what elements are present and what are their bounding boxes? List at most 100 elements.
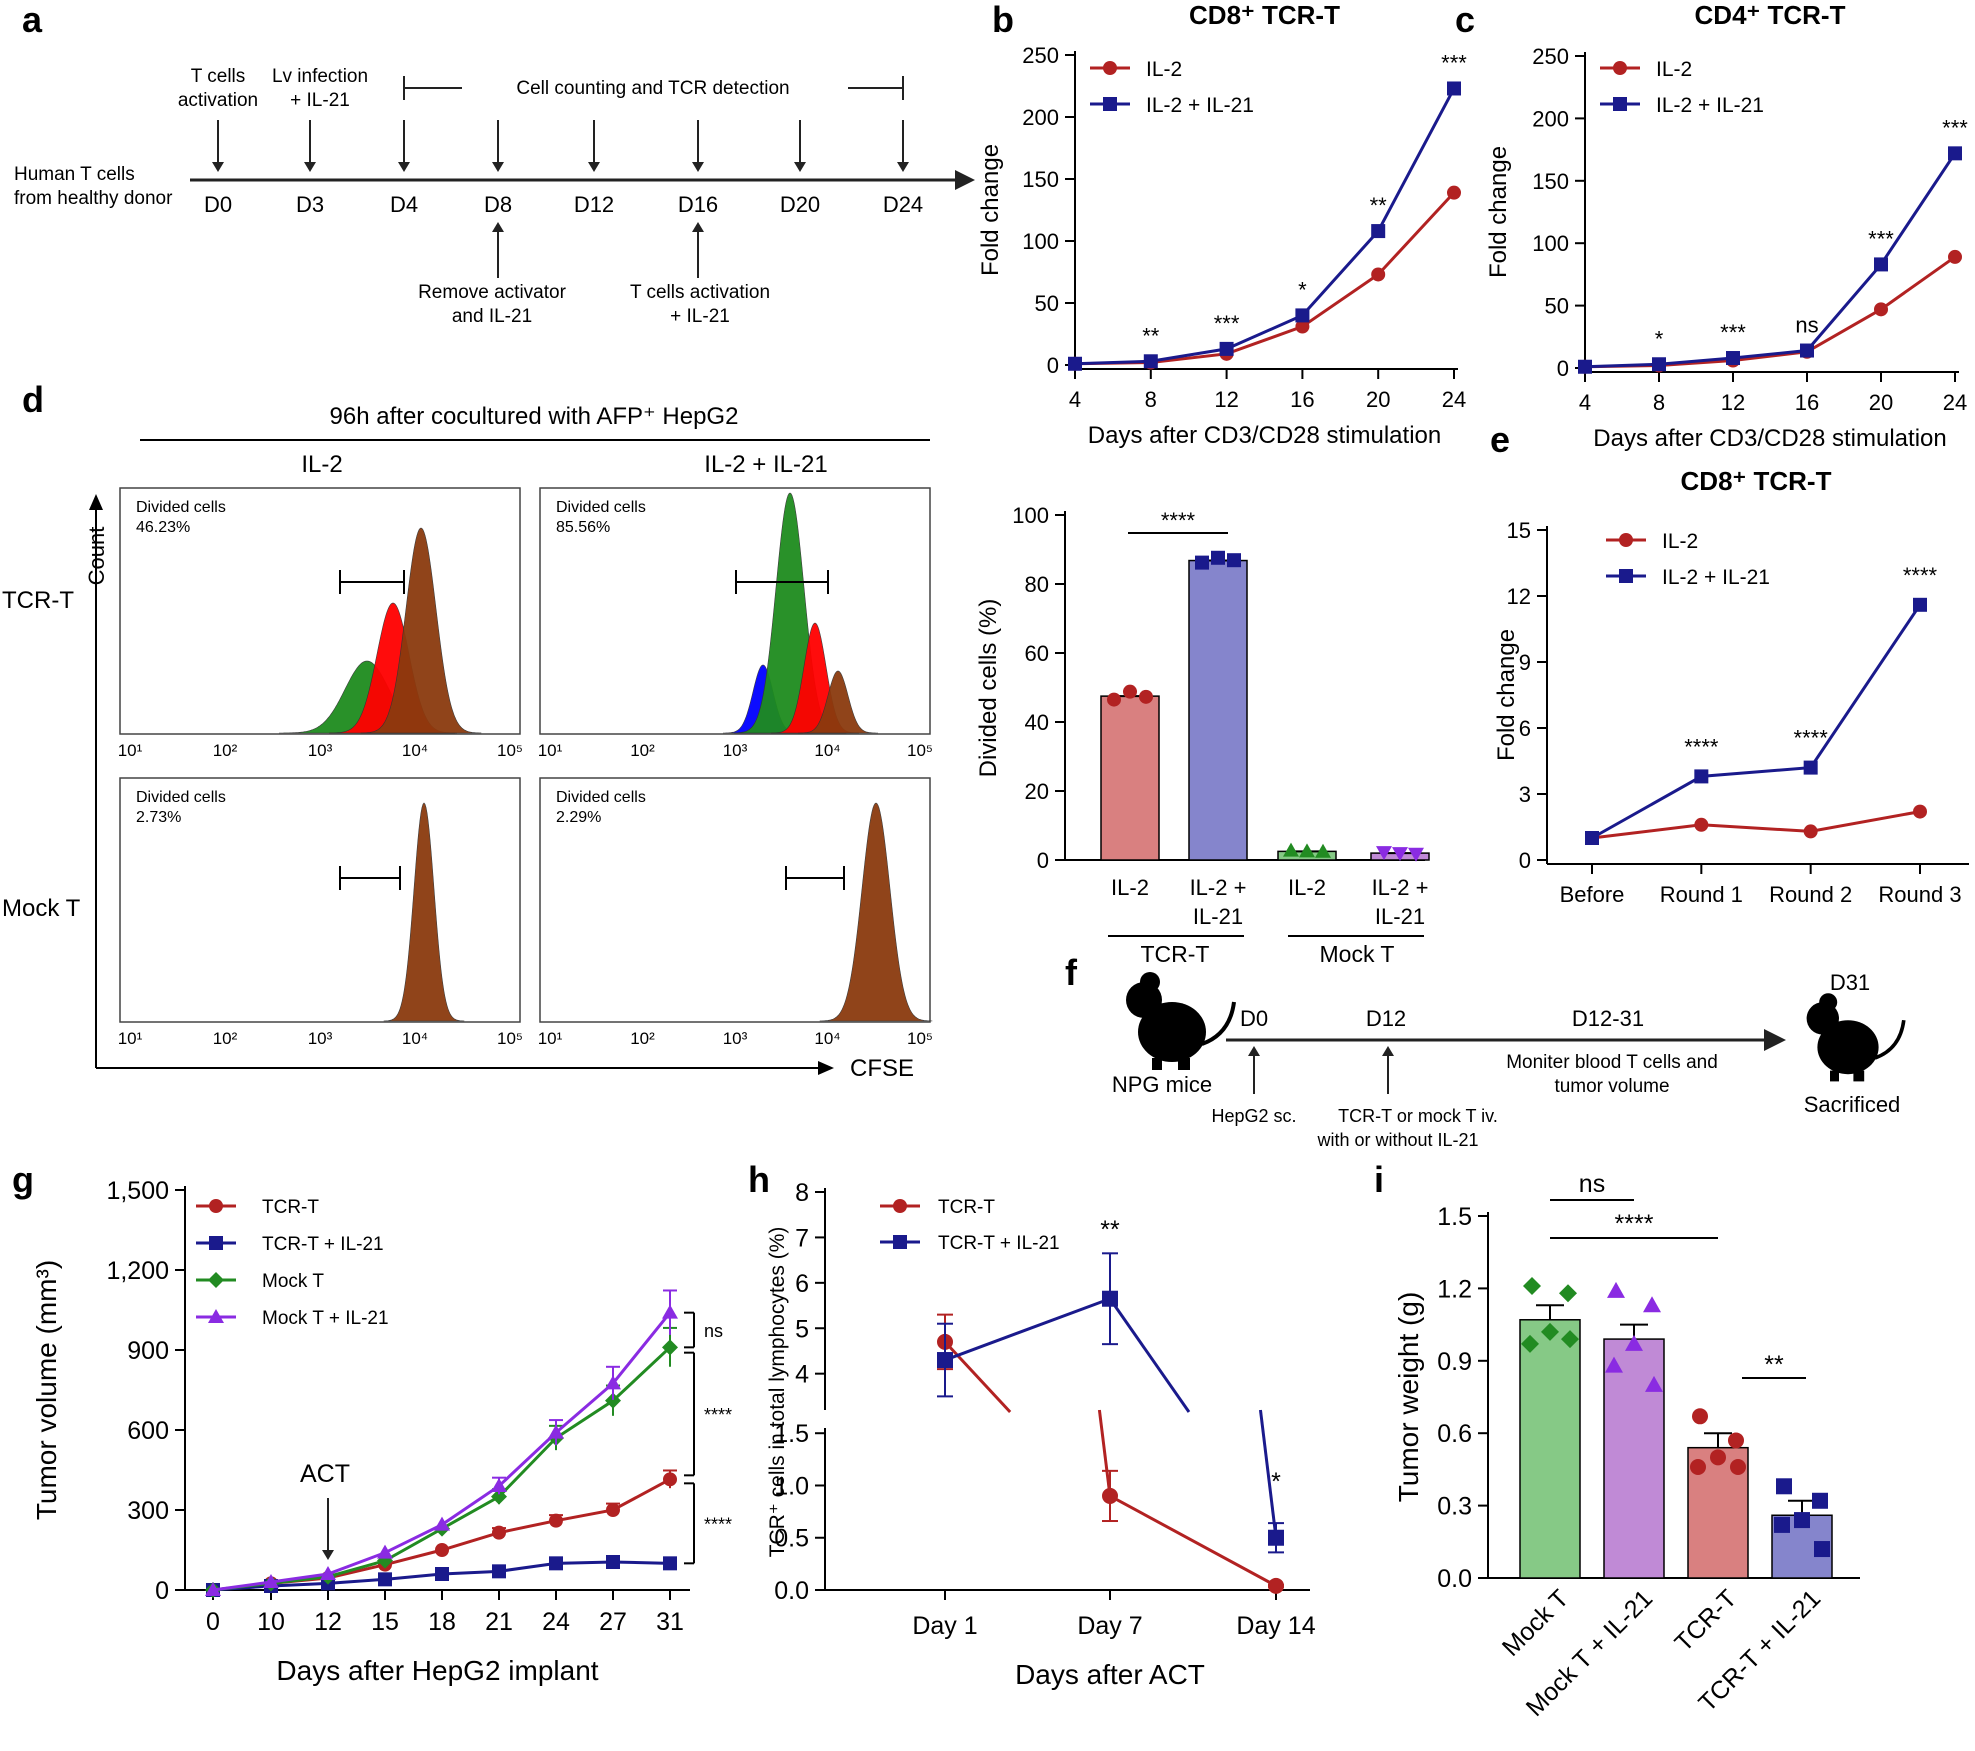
x-tick-label: Round 1 bbox=[1660, 882, 1743, 907]
cfse-tick-label: 10¹ bbox=[118, 741, 143, 760]
cfse-tick-label: 10³ bbox=[308, 741, 333, 760]
data-point bbox=[1143, 354, 1158, 369]
mouse-icon bbox=[1126, 972, 1236, 1070]
y-tick-label: 0 bbox=[1047, 353, 1059, 378]
x-tick-label: 8 bbox=[1653, 390, 1665, 415]
data-point bbox=[1299, 843, 1315, 858]
cfse-label: CFSE bbox=[850, 1055, 914, 1082]
bar bbox=[1603, 1338, 1665, 1579]
x-tick-label: 8 bbox=[1145, 387, 1157, 412]
x-tick-label: TCR-T bbox=[1669, 1584, 1742, 1657]
cfse-tick-label: 10² bbox=[630, 1029, 655, 1048]
mouse-tail bbox=[1874, 1019, 1906, 1060]
data-point bbox=[1913, 597, 1927, 612]
day-label: D8 bbox=[484, 192, 512, 217]
significance-label: ns bbox=[704, 1321, 723, 1341]
significance-label: *** bbox=[1942, 115, 1968, 140]
column-label: IL-2 bbox=[301, 451, 342, 478]
panel-letter: f bbox=[1065, 952, 1078, 993]
data-point bbox=[1561, 1330, 1579, 1349]
event-label: Lv infection bbox=[272, 66, 368, 87]
data-point bbox=[1447, 81, 1461, 96]
data-point bbox=[1948, 249, 1962, 264]
gate-title: Divided cells bbox=[556, 789, 646, 806]
act-arrow-head bbox=[322, 1550, 334, 1560]
series-line-1 bbox=[1591, 603, 1922, 840]
panel-letter: b bbox=[992, 0, 1014, 40]
data-point bbox=[435, 1567, 449, 1581]
y-tick-label: 1,500 bbox=[106, 1177, 169, 1205]
x-tick-label: 20 bbox=[1366, 387, 1390, 412]
y-tick-label: 60 bbox=[1025, 641, 1049, 666]
data-point bbox=[434, 1516, 450, 1531]
data-point bbox=[1447, 185, 1461, 200]
data-point bbox=[1541, 1322, 1559, 1341]
series-line-0 bbox=[1591, 810, 1921, 840]
down-arrow-head bbox=[588, 162, 600, 172]
legend-marker bbox=[1619, 533, 1633, 547]
day-label: D12-31 bbox=[1572, 1006, 1644, 1031]
x-tick-label: 4 bbox=[1579, 390, 1591, 415]
event-label: + IL-21 bbox=[670, 306, 730, 327]
y-tick-label: 15 bbox=[1507, 518, 1531, 543]
column-label: IL-2 + IL-21 bbox=[704, 451, 827, 478]
data-point bbox=[1728, 1432, 1744, 1449]
x-tick-label: 24 bbox=[1943, 390, 1967, 415]
up-arrow-head bbox=[1248, 1046, 1260, 1056]
data-point bbox=[549, 1513, 563, 1528]
y-tick-label: 0.0 bbox=[774, 1577, 809, 1605]
day-label: D20 bbox=[780, 192, 820, 217]
bar bbox=[1100, 695, 1160, 861]
significance-label: *** bbox=[1868, 226, 1894, 251]
data-point bbox=[1730, 1458, 1746, 1475]
monitor-label: Moniter blood T cells and bbox=[1506, 1052, 1718, 1073]
mouse-icon bbox=[1806, 993, 1906, 1082]
data-point bbox=[1521, 1334, 1539, 1353]
x-tick-label: 24 bbox=[542, 1608, 570, 1636]
down-arrow-head bbox=[897, 162, 909, 172]
data-point bbox=[1227, 553, 1241, 568]
x-tick-label: IL-2 + bbox=[1372, 875, 1429, 900]
cfse-tick-label: 10⁵ bbox=[497, 741, 523, 760]
data-point bbox=[663, 1556, 677, 1571]
significance-label: **** bbox=[1161, 508, 1196, 533]
cfse-tick-label: 10⁴ bbox=[814, 741, 840, 760]
data-point bbox=[263, 1574, 279, 1588]
y-tick-label: 0.3 bbox=[1437, 1493, 1472, 1521]
y-tick-label: 50 bbox=[1035, 291, 1059, 316]
y-tick-label: 250 bbox=[1532, 44, 1569, 69]
y-tick-label: 8 bbox=[795, 1179, 809, 1207]
data-point bbox=[1913, 804, 1927, 819]
data-point bbox=[1694, 769, 1709, 784]
legend-marker bbox=[1103, 97, 1117, 111]
x-axis-label: Days after HepG2 implant bbox=[276, 1655, 598, 1686]
y-axis-label: Fold change bbox=[977, 144, 1004, 276]
y-tick-label: 0 bbox=[1037, 848, 1049, 873]
series-segment-0 bbox=[1109, 1494, 1277, 1588]
data-point bbox=[606, 1555, 620, 1569]
data-point bbox=[1690, 1458, 1706, 1475]
legend-marker bbox=[208, 1272, 224, 1288]
gate-value: 2.29% bbox=[556, 809, 601, 826]
legend-label: IL-2 + IL-21 bbox=[1656, 94, 1764, 117]
cfse-arrowhead bbox=[818, 1061, 834, 1075]
timeline-arrowhead bbox=[955, 170, 975, 190]
data-point bbox=[1123, 684, 1137, 699]
y-tick-label: 1.5 bbox=[774, 1420, 809, 1448]
histogram-frame bbox=[539, 487, 931, 735]
panel-letter: e bbox=[1490, 419, 1510, 460]
histogram-peak bbox=[798, 670, 878, 734]
x-tick-label: 4 bbox=[1069, 387, 1081, 412]
legend-marker bbox=[1103, 61, 1117, 75]
data-point bbox=[1645, 1375, 1663, 1392]
event-label: T cells bbox=[191, 66, 246, 87]
act-label: ACT bbox=[300, 1460, 350, 1488]
legend-label: TCR-T bbox=[262, 1197, 319, 1218]
legend-marker bbox=[893, 1199, 907, 1213]
legend-label: TCR-T bbox=[938, 1197, 995, 1218]
data-point bbox=[1107, 692, 1121, 707]
data-point bbox=[605, 1375, 621, 1390]
y-tick-label: 1.5 bbox=[1437, 1203, 1472, 1231]
histogram-frame bbox=[119, 777, 521, 1023]
start-label: from healthy donor bbox=[14, 188, 173, 209]
